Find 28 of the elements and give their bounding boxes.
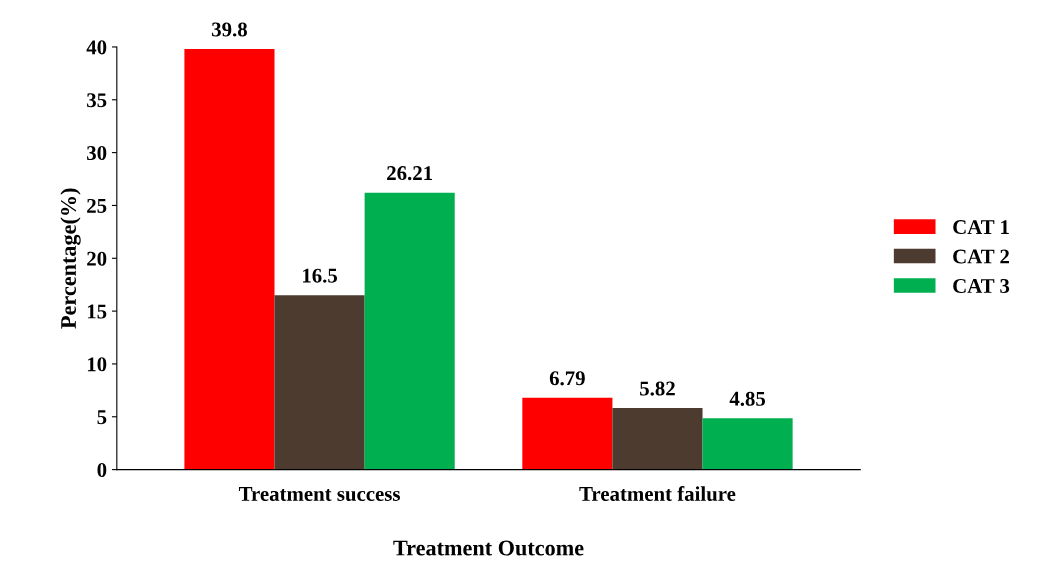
bar [612, 408, 703, 470]
y-tick-label: 5 [97, 410, 107, 425]
y-tick-label: 15 [87, 304, 107, 319]
y-tick-label: 30 [87, 145, 107, 161]
data-label: 6.79 [549, 371, 585, 386]
legend-label: CAT 2 [953, 249, 1009, 264]
y-tick-label: 35 [87, 93, 107, 108]
legend-label: CAT 1 [953, 220, 1009, 235]
bar [702, 418, 793, 470]
y-tick-label: 25 [87, 198, 107, 213]
data-label: 16.5 [303, 268, 338, 283]
y-tick-label: 20 [87, 251, 107, 266]
y-axis-title: Percentage(%) [60, 188, 81, 329]
bar [274, 295, 365, 470]
bar [522, 397, 613, 470]
data-label: 26.21 [387, 166, 433, 181]
y-tick-label: 10 [87, 357, 107, 372]
data-label: 4.85 [729, 391, 766, 406]
legend-label: CAT 3 [953, 278, 1010, 293]
data-label: 39.8 [212, 22, 247, 37]
x-tick-label: Treatment failure [579, 486, 736, 501]
x-axis-title: Treatment Outcome [393, 540, 584, 556]
x-tick-label: Treatment success [238, 487, 400, 501]
y-tick-label: 0 [97, 462, 107, 478]
bar [184, 49, 275, 470]
y-tick-label: 40 [86, 40, 107, 55]
bar [364, 192, 455, 470]
data-label: 5.82 [640, 381, 675, 396]
